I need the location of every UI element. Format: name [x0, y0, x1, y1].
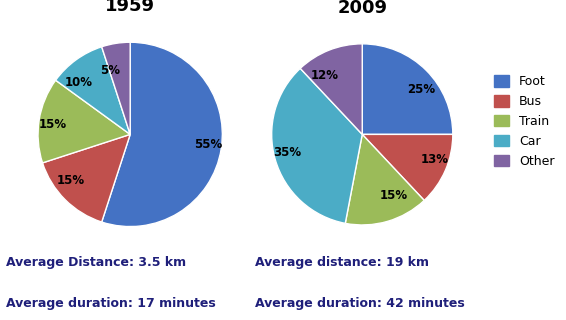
- Title: 2009: 2009: [337, 0, 387, 17]
- Text: 10%: 10%: [65, 76, 92, 89]
- Wedge shape: [300, 44, 362, 134]
- Text: 15%: 15%: [380, 189, 408, 202]
- Wedge shape: [55, 47, 130, 134]
- Text: 25%: 25%: [407, 83, 435, 96]
- Wedge shape: [272, 68, 362, 223]
- Text: Average duration: 17 minutes: Average duration: 17 minutes: [6, 297, 216, 310]
- Text: Average duration: 42 minutes: Average duration: 42 minutes: [255, 297, 465, 310]
- Text: 13%: 13%: [421, 153, 448, 166]
- Text: Average distance: 19 km: Average distance: 19 km: [255, 256, 428, 268]
- Text: Average Distance: 3.5 km: Average Distance: 3.5 km: [6, 256, 186, 268]
- Text: 15%: 15%: [57, 173, 84, 187]
- Wedge shape: [42, 134, 130, 222]
- Text: 12%: 12%: [311, 69, 339, 82]
- Wedge shape: [102, 42, 222, 227]
- Wedge shape: [362, 134, 453, 200]
- Text: 55%: 55%: [194, 138, 222, 151]
- Wedge shape: [38, 80, 130, 163]
- Wedge shape: [102, 42, 130, 134]
- Legend: Foot, Bus, Train, Car, Other: Foot, Bus, Train, Car, Other: [489, 70, 560, 173]
- Wedge shape: [345, 134, 424, 225]
- Wedge shape: [362, 44, 453, 134]
- Text: 35%: 35%: [273, 146, 301, 159]
- Text: 15%: 15%: [38, 118, 66, 131]
- Text: 5%: 5%: [100, 64, 120, 77]
- Title: 1959: 1959: [105, 0, 155, 15]
